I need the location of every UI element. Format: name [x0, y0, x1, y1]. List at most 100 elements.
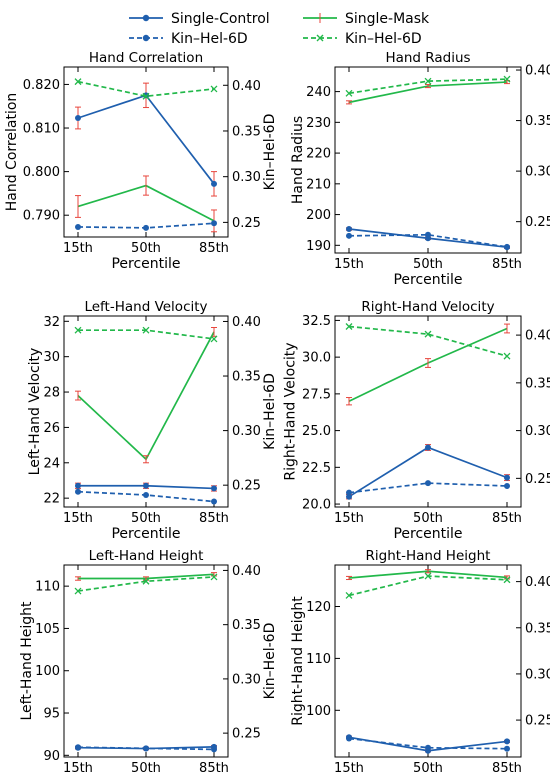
data-point	[346, 226, 352, 233]
legend: Single-Control Single-Mask Kin–Hel-6D Kin–H…	[129, 11, 430, 47]
data-point	[211, 220, 217, 227]
data-point	[74, 326, 82, 334]
data-point	[504, 474, 510, 481]
y2-tick-label: 0.35	[232, 370, 261, 385]
data-point	[504, 482, 510, 489]
error-bar	[75, 576, 81, 581]
y2-axis-label: Kin–Hel-6D	[262, 114, 278, 191]
y2-tick-label: 0.40	[525, 64, 550, 79]
error-bar	[346, 397, 352, 406]
x-tick-label: 15th	[334, 511, 364, 526]
x-tick-label: 15th	[63, 761, 93, 776]
data-point	[143, 491, 149, 498]
y-tick-label: 22	[43, 492, 60, 507]
data-point	[75, 744, 81, 751]
x-tick-label: 15th	[63, 511, 93, 526]
y-tick-label: 20.0	[302, 498, 331, 513]
series	[75, 326, 217, 464]
data-point	[75, 482, 81, 489]
legend-label: Kin–Hel-6D	[345, 31, 422, 47]
data-point	[503, 352, 511, 360]
series	[75, 488, 217, 505]
series	[346, 226, 510, 251]
y-tick-label: 220	[306, 147, 331, 162]
series-line	[77, 80, 215, 98]
y2-tick-label: 0.25	[232, 727, 261, 742]
x-axis-label: Percentile	[393, 526, 462, 542]
y-tick-label: 110	[306, 652, 331, 667]
series	[74, 326, 218, 343]
data-point	[425, 744, 431, 751]
legend-label: Single-Control	[171, 11, 270, 27]
x-tick-label: 50th	[413, 257, 443, 272]
y-axis-label: Left-Hand Velocity	[27, 348, 43, 476]
y-tick-label: 120	[306, 600, 331, 615]
y2-tick-label: 0.25	[525, 215, 550, 230]
y2-tick-label: 0.25	[525, 472, 550, 487]
legend-marker	[142, 14, 150, 22]
series	[74, 78, 218, 100]
x-tick-label: 85th	[199, 761, 229, 776]
series-line	[348, 78, 508, 95]
series	[346, 569, 510, 581]
x-tick-label: 50th	[131, 511, 161, 526]
data-point	[211, 180, 217, 187]
series-line	[348, 233, 508, 248]
y-tick-label: 0.810	[23, 122, 60, 137]
error-bar	[346, 100, 352, 105]
error-bar	[425, 358, 431, 368]
series-line	[348, 446, 508, 498]
y-tick-label: 27.5	[302, 387, 331, 402]
plot-frame	[63, 315, 229, 508]
data-point	[425, 444, 431, 451]
y2-tick-label: 0.25	[232, 479, 261, 494]
y-tick-label: 95	[43, 707, 60, 722]
y2-axis-label: Kin–Hel-6D	[262, 373, 278, 450]
legend-marker	[142, 34, 150, 42]
y-tick-label: 0.790	[23, 209, 60, 224]
y-axis-label: Hand Radius	[290, 116, 306, 204]
plot-frame	[334, 66, 522, 254]
y-tick-label: 210	[306, 177, 331, 192]
y2-tick-label: 0.35	[232, 124, 261, 139]
data-point	[211, 485, 217, 492]
legend-entry: Kin–Hel-6D	[303, 31, 422, 47]
y-axis-label: Hand Correlation	[4, 93, 20, 212]
data-point	[210, 85, 218, 93]
chart-panel: Hand Correlation 15th 50th 85th Percentile 0.…	[4, 50, 278, 272]
y2-tick-label: 0.30	[525, 667, 550, 682]
x-tick-label: 85th	[199, 511, 229, 526]
y2-tick-label: 0.40	[232, 315, 261, 330]
plot-frame	[63, 564, 229, 758]
data-point	[211, 746, 217, 753]
series	[74, 573, 218, 595]
x-tick-label: 85th	[492, 511, 522, 526]
data-point	[424, 330, 432, 338]
y2-tick-label: 0.25	[525, 714, 550, 729]
legend-entry: Single-Control	[129, 11, 270, 27]
y2-tick-label: 0.30	[525, 424, 550, 439]
error-bar	[346, 575, 352, 581]
legend-entry: Single-Mask	[303, 11, 430, 27]
error-bar	[211, 572, 217, 577]
series	[346, 734, 510, 754]
data-point	[424, 77, 432, 85]
y-tick-label: 90	[43, 749, 60, 764]
data-point	[424, 572, 432, 580]
y2-tick-label: 0.35	[525, 376, 550, 391]
chart-panel: Hand Radius 15th 50th 85th Percentile 190 200 2…	[290, 50, 550, 288]
y2-tick-label: 0.35	[525, 114, 550, 129]
error-bar	[143, 455, 149, 464]
series-line	[78, 329, 215, 340]
y2-tick-label: 0.40	[232, 564, 261, 579]
data-point	[75, 488, 81, 495]
legend-label: Single-Mask	[345, 11, 430, 27]
series	[75, 482, 217, 492]
series	[75, 572, 217, 581]
x-tick-label: 50th	[413, 761, 443, 776]
series	[346, 735, 510, 752]
y-axis-label: Right-Hand Velocity	[283, 342, 299, 480]
data-point	[425, 231, 431, 238]
chart-panels: Hand Correlation 15th 50th 85th Percentile 0.…	[4, 50, 550, 777]
y-tick-label: 28	[43, 386, 60, 401]
